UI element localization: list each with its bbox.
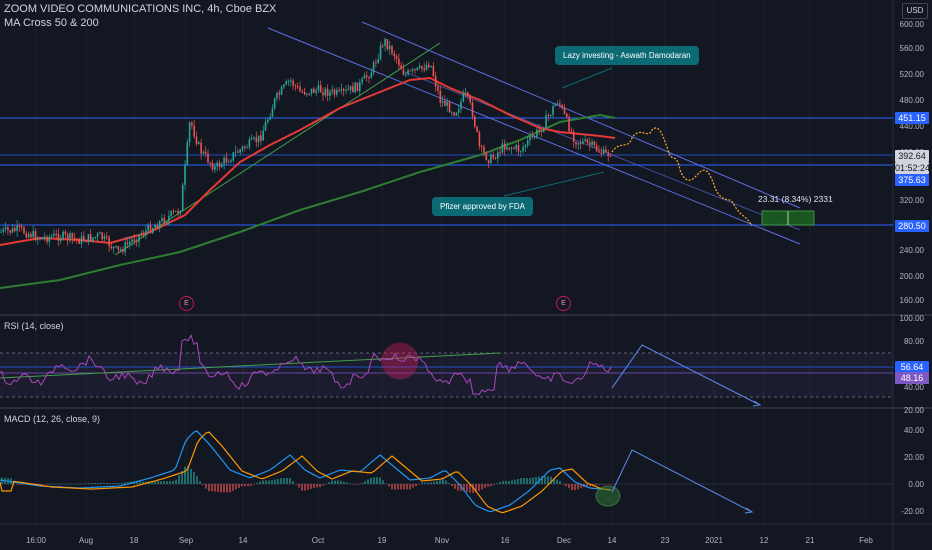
macd-label[interactable]: MACD (12, 26, close, 9) [4, 414, 101, 424]
rsi-axis-ticks: 100.00 80.00 40.00 20.00 [900, 314, 925, 415]
time-axis-ticks: 16:00 Aug 18 Sep 14 Oct 19 Nov 16 Dec 14 23 2021 12 21… [26, 536, 873, 545]
rsi-tick: 100.00 [900, 314, 925, 323]
callout-pfizer[interactable]: Pfizer approved by FDA [432, 197, 533, 216]
macd-highlight-ellipse [595, 485, 621, 507]
rsi-projection [611, 344, 761, 406]
macd-tick: 0.00 [908, 480, 924, 489]
signal-line [0, 431, 612, 514]
time-tick: Sep [179, 536, 194, 545]
price-tick: 560.00 [900, 44, 925, 53]
measure-label: 23.31 (8.34%) 2331 [758, 194, 833, 204]
macd-axis-ticks: 40.00 20.00 0.00 -20.00 [901, 426, 924, 516]
time-tick: Feb [859, 536, 873, 545]
time-tick: 21 [806, 536, 815, 545]
price-tick: 600.00 [900, 20, 925, 29]
time-tick: Dec [557, 536, 571, 545]
earnings-mark-2[interactable]: E [556, 296, 571, 311]
badge-countdown: 01:52:24 [895, 162, 931, 174]
rsi-label[interactable]: RSI (14, close) [4, 321, 64, 331]
earnings-mark-1[interactable]: E [179, 296, 194, 311]
badge-375: 375.63 [895, 174, 929, 186]
channel-upper [361, 21, 801, 209]
time-tick: 2021 [705, 536, 723, 545]
price-tick: 240.00 [900, 246, 925, 255]
symbol-title: ZOOM VIDEO COMMUNICATIONS INC, 4h, Cboe … [4, 3, 277, 15]
macd-line [0, 430, 612, 513]
time-tick: 14 [608, 536, 617, 545]
badge-rsi-56: 56.64 [895, 361, 929, 373]
time-tick: Oct [312, 536, 325, 545]
price-tick: 520.00 [900, 70, 925, 79]
study-title[interactable]: MA Cross 50 & 200 [4, 17, 99, 29]
badge-rsi-48: 48.16 [895, 372, 929, 384]
rsi-line [0, 334, 612, 396]
price-tick: 440.00 [900, 122, 925, 131]
ma50-line [0, 76, 616, 246]
price-tick: 320.00 [900, 196, 925, 205]
time-tick: 23 [661, 536, 670, 545]
macd-projection [611, 449, 753, 513]
projection-path [611, 127, 753, 227]
channel-lower [267, 27, 801, 245]
time-tick: 12 [760, 536, 769, 545]
macd-tick: 20.00 [904, 453, 925, 462]
price-tick: 200.00 [900, 272, 925, 281]
time-tick: 16 [501, 536, 510, 545]
badge-392: 392.64 [895, 150, 929, 162]
time-tick: 16:00 [26, 536, 47, 545]
ma200-line [0, 113, 616, 289]
macd-tick: -20.00 [901, 507, 924, 516]
badge-451: 451.15 [895, 112, 929, 124]
time-tick: 19 [378, 536, 387, 545]
rsi-tick: 40.00 [904, 383, 925, 392]
rsi-band [0, 353, 893, 397]
callout-lazy-investing[interactable]: Lazy investing - Aswath Damodaran [555, 46, 699, 65]
rsi-tick: 20.00 [904, 406, 925, 415]
time-tick: 14 [239, 536, 248, 545]
price-tick: 480.00 [900, 96, 925, 105]
macd-histogram [1, 465, 612, 493]
price-tick: 160.00 [900, 296, 925, 305]
time-tick: 18 [130, 536, 139, 545]
time-tick: Nov [435, 536, 449, 545]
price-candles [0, 37, 612, 256]
currency-button[interactable]: USD [902, 3, 928, 19]
macd-tick: 40.00 [904, 426, 925, 435]
time-tick: Aug [79, 536, 93, 545]
badge-280: 280.50 [895, 220, 929, 232]
rsi-tick: 80.00 [904, 337, 925, 346]
